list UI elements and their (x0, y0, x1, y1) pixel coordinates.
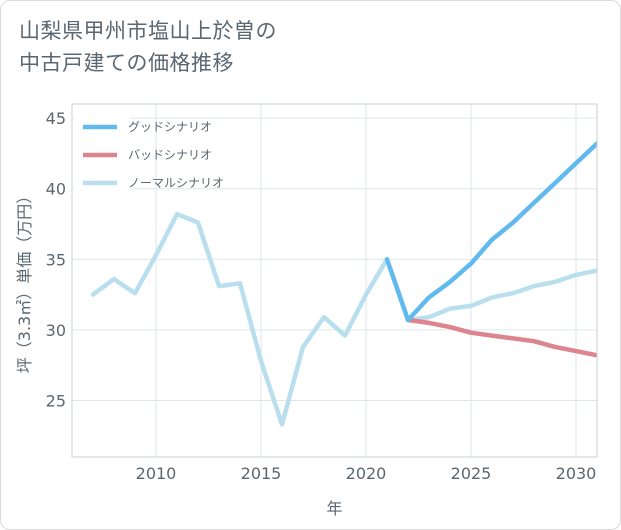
series-line-bad (405, 317, 597, 358)
x-tick-label: 2025 (451, 464, 492, 483)
y-tick-label: 35 (46, 250, 66, 269)
x-tick-label: 2010 (136, 464, 177, 483)
y-tick-label: 25 (46, 392, 66, 411)
x-tick-label: 2015 (241, 464, 282, 483)
series-line-normal (90, 211, 597, 427)
x-tick-labels: 2010 2015 2020 2025 2030 (136, 464, 597, 483)
chart-title: 山梨県甲州市塩山上於曽の 中古戸建ての価格推移 (19, 19, 277, 75)
x-tick-label: 2030 (556, 464, 597, 483)
y-tick-label: 30 (46, 321, 66, 340)
x-tick-label: 2020 (346, 464, 387, 483)
y-tick-labels: 25 30 35 40 45 (46, 109, 66, 410)
y-tick-label: 40 (46, 180, 66, 199)
plot-frame (71, 103, 598, 458)
legend-label-bad: バッドシナリオ (128, 148, 212, 162)
grid-lines (72, 104, 597, 457)
y-axis-label: 坪（3.3㎡）単価（万円） (15, 188, 34, 373)
series-lines (90, 141, 597, 427)
x-axis-label: 年 (326, 499, 342, 518)
legend-label-normal: ノーマルシナリオ (128, 176, 224, 190)
y-tick-label: 45 (46, 109, 66, 128)
series-line-good (384, 141, 597, 323)
legend-label-good: グッドシナリオ (128, 120, 212, 134)
